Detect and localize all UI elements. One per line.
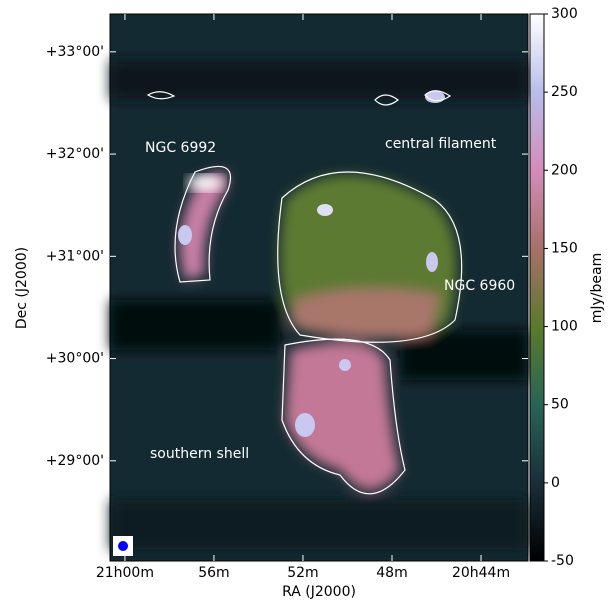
colorbar-tick-label: 0: [551, 475, 560, 491]
y-tick-label: +31°00': [46, 248, 104, 264]
annotation: central filament: [385, 136, 497, 152]
colorbar-tick-label: 250: [551, 84, 578, 100]
sky-image: [110, 14, 528, 561]
y-tick-label: +32°00': [46, 146, 104, 162]
x-tick-label: 56m: [198, 565, 229, 581]
colorbar-tick-label: 100: [551, 319, 578, 335]
x-axis-label: RA (J2000): [282, 584, 356, 600]
colorbar-tick-label: 200: [551, 162, 578, 178]
x-tick-label: 48m: [376, 565, 407, 581]
colorbar-label: mJy/beam: [589, 253, 605, 324]
x-tick-label: 21h00m: [96, 565, 154, 581]
colorbar-tick-label: -50: [551, 553, 574, 569]
x-tick-label: 52m: [287, 565, 318, 581]
x-tick-label: 20h44m: [452, 565, 510, 581]
y-tick-label: +29°00': [46, 453, 104, 469]
colorbar: [529, 13, 545, 562]
colorbar-tick-label: 50: [551, 397, 569, 413]
annotation: NGC 6992: [145, 140, 216, 156]
y-axis-label: Dec (J2000): [14, 247, 30, 329]
y-tick-label: +33°00': [46, 44, 104, 60]
annotation: southern shell: [150, 446, 249, 462]
plot-frame: [109, 13, 529, 562]
annotation: NGC 6960: [444, 278, 515, 294]
colorbar-tick-label: 300: [551, 6, 578, 22]
y-tick-label: +30°00': [46, 351, 104, 367]
colorbar-tick-label: 150: [551, 240, 578, 256]
